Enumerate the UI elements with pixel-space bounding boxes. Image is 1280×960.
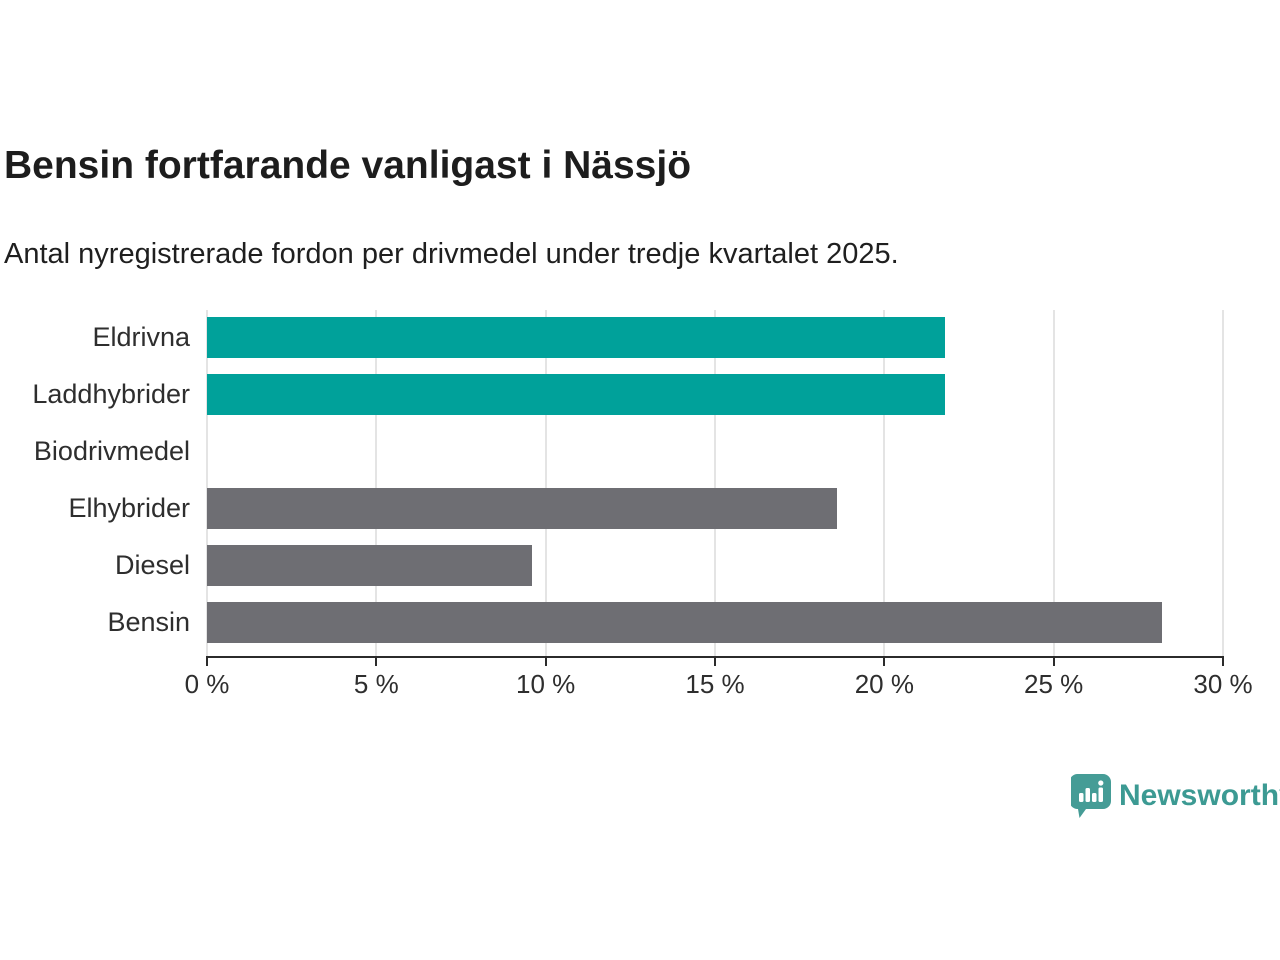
x-axis-tick-label-30: 30 % xyxy=(1193,669,1253,699)
x-axis-tick-label-10: 10 % xyxy=(516,669,576,699)
x-axis-tick-label-5: 5 % xyxy=(353,669,399,699)
gridline-20 xyxy=(883,310,886,656)
chart-title: Bensin fortfarande vanligast i Nässjö xyxy=(4,144,692,187)
newsworthy-wordmark: Newsworthy xyxy=(1119,779,1280,812)
x-axis-tick-5 xyxy=(375,656,378,666)
x-axis-tick-10 xyxy=(544,656,547,666)
category-label-diesel: Diesel xyxy=(114,550,190,580)
x-axis-tick-label-0: 0 % xyxy=(184,669,230,699)
gridline-10 xyxy=(544,310,547,656)
y-axis-category-labels: Eldrivna Laddhybrider Biodrivmedel Elhybrid… xyxy=(0,310,190,656)
plot-area xyxy=(206,310,1224,656)
gridline-25 xyxy=(1052,310,1055,656)
newsworthy-bubble-chart-icon xyxy=(1069,774,1111,818)
x-axis-tick-15 xyxy=(714,656,716,666)
gridline-5 xyxy=(375,310,378,656)
x-axis-tick-label-15: 15 % xyxy=(685,669,745,699)
bar-laddhybrider xyxy=(207,374,946,415)
x-axis-tick-30 xyxy=(1222,656,1224,666)
category-label-laddhybrider: Laddhybrider xyxy=(32,379,190,409)
newsworthy-logo: Newsworthy xyxy=(1069,774,1280,818)
bar-diesel xyxy=(207,545,533,586)
bar-elhybrider xyxy=(207,488,837,529)
gridline-30 xyxy=(1222,310,1224,656)
gridline-15 xyxy=(714,310,716,656)
x-axis-tick-label-25: 25 % xyxy=(1024,669,1084,699)
bar-eldrivna xyxy=(207,317,946,358)
bar-bensin xyxy=(207,602,1163,643)
gridline-0 xyxy=(206,310,208,656)
x-axis-tick-20 xyxy=(883,656,886,666)
category-label-biodrivmedel: Biodrivmedel xyxy=(33,436,190,466)
category-label-bensin: Bensin xyxy=(107,607,190,637)
category-label-elhybrider: Elhybrider xyxy=(68,493,190,523)
x-axis-tick-25 xyxy=(1052,656,1055,666)
x-axis-tick-0 xyxy=(206,656,208,666)
category-label-eldrivna: Eldrivna xyxy=(92,322,190,352)
chart-subtitle: Antal nyregistrerade fordon per drivmede… xyxy=(4,238,899,270)
x-axis-tick-label-20: 20 % xyxy=(854,669,914,699)
